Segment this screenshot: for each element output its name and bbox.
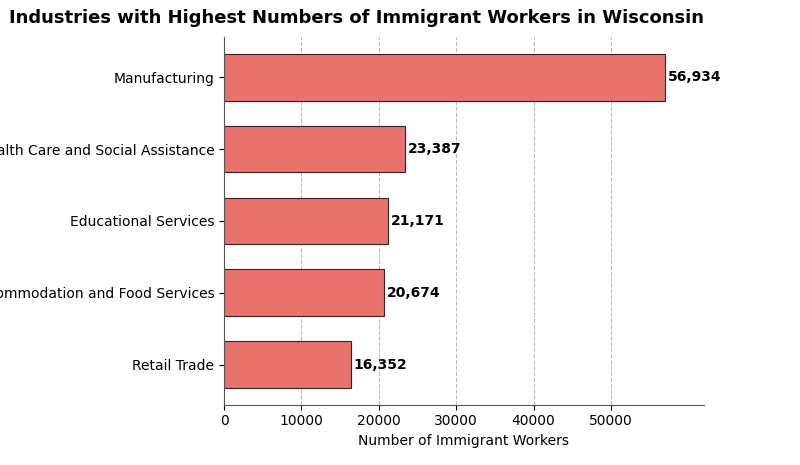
Bar: [224, 126, 405, 173]
X-axis label: Number of Immigrant Workers: Number of Immigrant Workers: [358, 434, 570, 448]
Text: 16,352: 16,352: [354, 358, 407, 372]
Bar: [224, 54, 665, 100]
Text: Industries with Highest Numbers of Immigrant Workers in Wisconsin: Industries with Highest Numbers of Immig…: [9, 9, 704, 27]
Bar: [224, 341, 350, 388]
Text: 23,387: 23,387: [408, 142, 462, 156]
Bar: [224, 198, 388, 244]
Text: 20,674: 20,674: [387, 286, 441, 300]
Text: 56,934: 56,934: [668, 70, 722, 84]
Bar: [224, 269, 384, 316]
Text: 21,171: 21,171: [391, 214, 445, 228]
